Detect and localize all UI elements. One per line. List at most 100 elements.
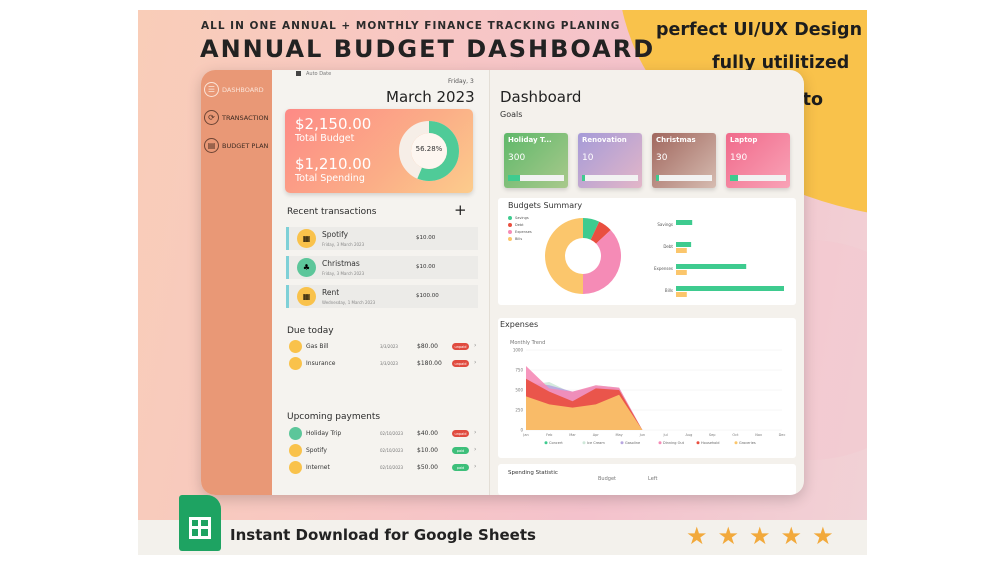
payment-status-badge[interactable]: paid xyxy=(452,464,469,471)
bill-icon xyxy=(289,340,302,353)
legend-label: Ice Cream xyxy=(587,441,605,445)
budget-column-header: Budget xyxy=(598,476,616,482)
sidebar-item-dashboard[interactable]: ☰ DASHBOARD xyxy=(204,82,264,97)
transaction-amount: $10.00 xyxy=(416,264,436,270)
chevron-right-icon[interactable]: › xyxy=(474,342,477,349)
transaction-row[interactable]: ▦ Rent Wednesday, 1 March 2023 $100.00 xyxy=(286,285,478,308)
spending-statistic-card: Spending Statistic Budget Left xyxy=(498,464,796,495)
payment-amount: $40.00 xyxy=(417,430,438,437)
payment-date: 3/3/2023 xyxy=(380,344,398,349)
legend-label: Bills xyxy=(515,237,523,241)
payment-status-badge[interactable]: unpaid xyxy=(452,430,469,437)
x-tick-label: Mar xyxy=(569,433,576,437)
payment-name: Holiday Trip xyxy=(306,430,342,437)
payment-name: Gas Bill xyxy=(306,343,329,350)
payment-amount: $80.00 xyxy=(417,343,438,350)
budget-summary-card: $2,150.00 Total Budget $1,210.00 Total S… xyxy=(285,109,473,193)
goal-card[interactable]: Renovation 10 xyxy=(578,133,642,188)
payment-name: Insurance xyxy=(306,360,336,367)
bar-category-label: Expenses xyxy=(654,266,673,271)
transaction-name: Christmas xyxy=(322,259,360,268)
legend-label: Concert xyxy=(549,441,563,445)
total-budget-label: Total Budget xyxy=(295,133,355,144)
payment-row[interactable]: Holiday Trip 02/10/2023 $40.00 unpaid › xyxy=(289,427,479,441)
left-panel: Auto Date Friday, 3 March 2023 $2,150.00… xyxy=(272,70,489,495)
goal-value: 10 xyxy=(582,153,594,163)
bill-icon xyxy=(289,357,302,370)
payment-name: Internet xyxy=(306,464,330,471)
payment-name: Spotify xyxy=(306,447,327,454)
legend-swatch xyxy=(582,441,586,445)
legend-item: Debt xyxy=(508,223,523,227)
auto-date-checkbox[interactable] xyxy=(296,71,301,76)
x-tick-label: Oct xyxy=(732,433,739,437)
goal-progress-fill xyxy=(730,175,739,181)
product-banner: ALL IN ONE ANNUAL + MONTHLY FINANCE TRAC… xyxy=(138,10,867,555)
legend-swatch xyxy=(658,441,662,445)
transaction-date: Wednesday, 1 March 2023 xyxy=(322,300,376,305)
x-tick-label: Feb xyxy=(546,433,553,437)
legend-label: Gasoline xyxy=(625,441,640,445)
chevron-right-icon[interactable]: › xyxy=(474,429,477,436)
due-today-title: Due today xyxy=(287,326,334,336)
sidebar-item-budget-plan[interactable]: ▤ BUDGET PLAN xyxy=(204,138,268,153)
star-icon: ★ xyxy=(812,522,834,550)
left-column-header: Left xyxy=(648,476,658,482)
transaction-icon: ⟳ xyxy=(204,110,219,125)
add-transaction-button[interactable]: + xyxy=(454,201,467,219)
legend-swatch xyxy=(544,441,548,445)
dashboard-icon: ☰ xyxy=(204,82,219,97)
rating-stars: ★ ★ ★ ★ ★ xyxy=(686,524,834,548)
budgets-summary-title: Budgets Summary xyxy=(508,201,583,210)
y-tick-label: 250 xyxy=(515,408,523,413)
payment-amount: $50.00 xyxy=(417,464,438,471)
goal-card[interactable]: Holiday T... 300 xyxy=(504,133,568,188)
monthly-trend-label: Monthly Trend xyxy=(510,340,546,346)
goal-value: 190 xyxy=(730,153,748,163)
sidebar-item-transaction[interactable]: ⟳ TRANSACTION xyxy=(204,110,269,125)
month-title: March 2023 xyxy=(386,88,475,106)
panel-divider xyxy=(489,70,490,495)
payment-date: 02/10/2023 xyxy=(380,431,404,436)
payment-row[interactable]: Spotify 02/10/2023 $10.00 paid › xyxy=(289,444,479,458)
goal-card[interactable]: Christmas 30 xyxy=(652,133,716,188)
receipt-icon: ▦ xyxy=(297,287,316,306)
transaction-amount: $100.00 xyxy=(416,293,439,299)
x-tick-label: Jan xyxy=(522,433,528,437)
legend-swatch xyxy=(696,441,700,445)
chevron-right-icon[interactable]: › xyxy=(474,359,477,366)
download-text: Instant Download for Google Sheets xyxy=(230,526,536,544)
legend-label: Dinning Out xyxy=(663,441,685,445)
chevron-right-icon[interactable]: › xyxy=(474,463,477,470)
goal-progress-bar xyxy=(656,175,712,181)
goal-progress-bar xyxy=(582,175,638,181)
goal-name: Laptop xyxy=(730,136,758,144)
goal-card[interactable]: Laptop 190 xyxy=(726,133,790,188)
bar-category-label: Bills xyxy=(665,288,673,293)
payment-status-badge[interactable]: unpaid xyxy=(452,360,469,367)
goal-progress-bar xyxy=(508,175,564,181)
payment-date: 02/10/2023 xyxy=(380,448,404,453)
auto-date-label: Auto Date xyxy=(306,71,332,77)
transaction-row[interactable]: ♣ Christmas Friday, 3 March 2023 $10.00 xyxy=(286,256,478,279)
legend-label: Household xyxy=(701,441,720,445)
payment-status-badge[interactable]: unpaid xyxy=(452,343,469,350)
goal-progress-fill xyxy=(508,175,521,181)
payment-row[interactable]: Gas Bill 3/3/2023 $80.00 unpaid › xyxy=(289,340,479,354)
transaction-row[interactable]: ▦ Spotify Friday, 3 March 2023 $10.00 xyxy=(286,227,478,250)
legend-swatch xyxy=(620,441,624,445)
payment-row[interactable]: Insurance 3/3/2023 $180.00 unpaid › xyxy=(289,357,479,371)
weekday-label: Friday, 3 xyxy=(448,78,474,85)
bottom-strip xyxy=(138,520,867,555)
spending-statistic-title: Spending Statistic xyxy=(508,470,558,476)
goal-value: 300 xyxy=(508,153,526,163)
bar-category-label: Debt xyxy=(663,244,673,249)
goal-name: Renovation xyxy=(582,136,627,144)
payment-status-badge[interactable]: paid xyxy=(452,447,469,454)
payment-row[interactable]: Internet 02/10/2023 $50.00 paid › xyxy=(289,461,479,475)
transaction-date: Friday, 3 March 2023 xyxy=(322,271,365,276)
budgets-summary-card: Budgets Summary Savings Debt Expenses Bills… xyxy=(498,198,796,305)
x-tick-label: Apr xyxy=(593,433,600,437)
promo-line-1: perfect UI/UX Design xyxy=(656,20,863,40)
chevron-right-icon[interactable]: › xyxy=(474,446,477,453)
